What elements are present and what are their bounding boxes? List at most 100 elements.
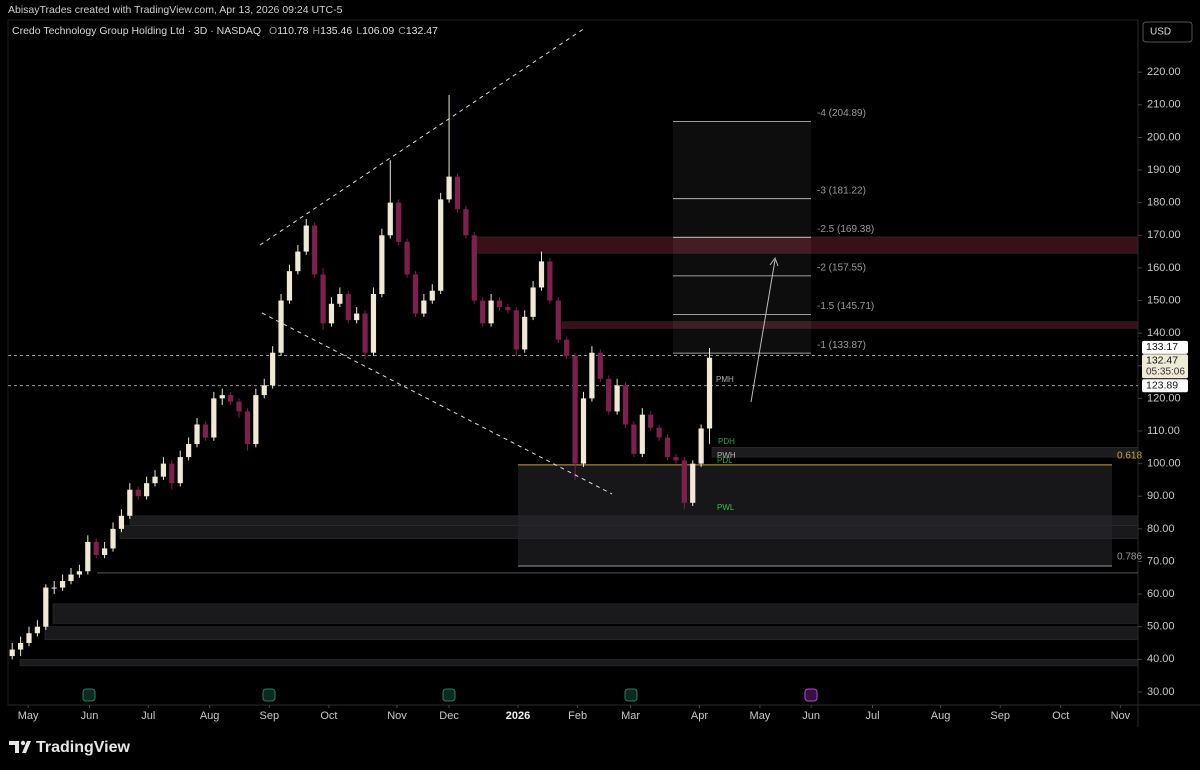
symbol-title: Credo Technology Group Holding Ltd · 3D … bbox=[12, 25, 261, 37]
currency-button[interactable] bbox=[1142, 21, 1193, 43]
trend-line bbox=[261, 312, 613, 495]
candle-body bbox=[614, 385, 620, 412]
layers: Credo Technology Group Holding Ltd · 3D … bbox=[8, 25, 1188, 722]
ohlc-key: L bbox=[356, 25, 362, 37]
zone bbox=[711, 447, 1139, 458]
level-label: PDH bbox=[718, 437, 735, 446]
candle-body bbox=[244, 411, 251, 445]
ohlc-value: 110.78 bbox=[277, 25, 308, 37]
arrow-head bbox=[769, 256, 779, 267]
y-tick-label: 200.00 bbox=[1147, 131, 1181, 143]
legend: Credo Technology Group Holding Ltd · 3D … bbox=[12, 25, 438, 37]
candle-body bbox=[404, 241, 410, 275]
candle-body bbox=[622, 385, 629, 425]
candle-body bbox=[370, 294, 377, 353]
currency[interactable]: USD bbox=[1150, 27, 1171, 38]
x-tick-label: Dec bbox=[439, 710, 459, 722]
candle-body bbox=[202, 424, 209, 438]
zone bbox=[44, 626, 1139, 641]
candle-body bbox=[631, 424, 637, 454]
x-tick-label: Mar bbox=[621, 710, 640, 722]
candle-body bbox=[673, 457, 679, 461]
candle-body bbox=[496, 300, 503, 308]
y-tick-label: 160.00 bbox=[1147, 262, 1181, 274]
ohlc-key: H bbox=[313, 25, 321, 37]
fib-ext-label: -1.5 (145.71) bbox=[817, 301, 874, 312]
trend-line bbox=[259, 27, 586, 246]
candle-body bbox=[446, 176, 452, 200]
ohlc-value: 106.09 bbox=[362, 25, 394, 37]
candle-body bbox=[110, 528, 116, 549]
candle-body bbox=[337, 294, 343, 304]
arrow bbox=[750, 259, 776, 403]
x-tick-label: Aug bbox=[200, 710, 220, 722]
candle-body bbox=[51, 587, 57, 589]
brand: TradingView bbox=[36, 739, 131, 756]
earnings-icon[interactable] bbox=[804, 688, 818, 702]
candle-body bbox=[118, 515, 125, 529]
candle-body bbox=[228, 395, 234, 402]
earnings-icon[interactable] bbox=[262, 688, 276, 702]
candle-body bbox=[471, 235, 477, 301]
x-tick-label: Jun bbox=[81, 710, 99, 722]
earnings-icon[interactable] bbox=[624, 688, 638, 702]
y-tick-label: 190.00 bbox=[1147, 164, 1181, 176]
x-tick-label: Nov bbox=[1111, 710, 1131, 722]
candle-body bbox=[286, 271, 293, 301]
candle-body bbox=[513, 310, 519, 350]
level-label: PWL bbox=[717, 503, 735, 512]
candle-body bbox=[589, 352, 595, 399]
price-tag bbox=[1142, 340, 1188, 354]
y-tick-label: 180.00 bbox=[1147, 197, 1181, 209]
earnings-icon[interactable] bbox=[82, 688, 96, 702]
candle-body bbox=[102, 548, 108, 555]
x-tick-label: May bbox=[750, 710, 771, 722]
price-tag-label: 132.47 bbox=[1146, 354, 1178, 366]
candle-body bbox=[698, 428, 704, 464]
fib-ext-label: -2.5 (169.38) bbox=[817, 224, 874, 235]
y-tick-label: 100.00 bbox=[1147, 458, 1181, 470]
candle-body bbox=[261, 385, 267, 396]
candle-body bbox=[639, 414, 645, 454]
level-label: PDL bbox=[717, 456, 733, 465]
price-tag bbox=[1142, 354, 1188, 379]
level-label: PWH bbox=[717, 451, 736, 460]
header: AbisayTrades created with TradingView.co… bbox=[8, 4, 343, 16]
candle-body bbox=[438, 199, 444, 291]
candle-body bbox=[43, 587, 49, 627]
x-tick-label: Oct bbox=[1052, 710, 1069, 722]
candle-body bbox=[295, 251, 301, 272]
candle-body bbox=[270, 352, 276, 386]
candle-body bbox=[152, 476, 158, 484]
candle-body bbox=[127, 489, 133, 516]
candle-body bbox=[328, 303, 335, 324]
x-tick-label: 2026 bbox=[506, 710, 530, 722]
candle-body bbox=[68, 574, 74, 582]
price-tag-label: 133.17 bbox=[1146, 341, 1178, 353]
ohlc-key: C bbox=[398, 25, 406, 37]
candle-body bbox=[9, 649, 15, 657]
x-tick-label: Jul bbox=[141, 710, 155, 722]
candle-body bbox=[580, 398, 587, 464]
y-tick-label: 50.00 bbox=[1147, 621, 1175, 633]
candle-body bbox=[690, 463, 696, 503]
candle-body bbox=[320, 274, 326, 324]
y-tick-label: 70.00 bbox=[1147, 555, 1175, 567]
x-tick-label: May bbox=[18, 710, 39, 722]
candle-body bbox=[387, 202, 393, 236]
candle-body bbox=[194, 424, 200, 445]
candle-body bbox=[177, 457, 183, 484]
x-tick-label: Feb bbox=[568, 710, 587, 722]
candle-body bbox=[706, 357, 713, 429]
y-tick-label: 60.00 bbox=[1147, 588, 1175, 600]
candle-body bbox=[547, 261, 553, 301]
candle-body bbox=[488, 300, 494, 324]
candle-body bbox=[93, 541, 99, 555]
candle-body bbox=[530, 287, 536, 317]
y-tick-label: 120.00 bbox=[1147, 392, 1181, 404]
candle-body bbox=[681, 460, 687, 503]
candle-body bbox=[354, 313, 360, 321]
candle-body bbox=[345, 294, 351, 321]
earnings-icon[interactable] bbox=[442, 688, 456, 702]
